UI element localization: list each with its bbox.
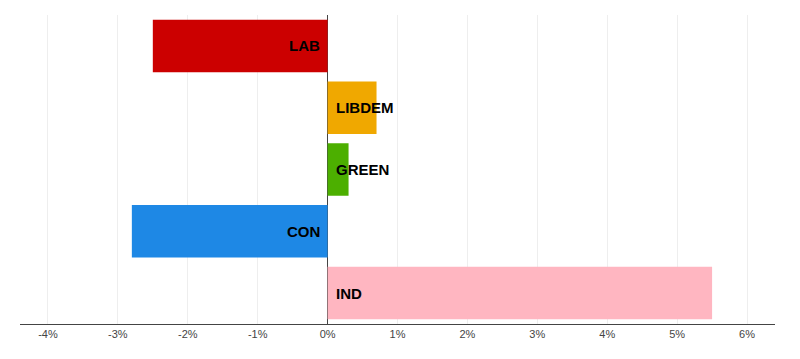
svg-text:-2%: -2% (178, 328, 198, 340)
svg-text:CON: CON (287, 223, 320, 240)
svg-text:2%: 2% (459, 328, 475, 340)
svg-text:6%: 6% (739, 328, 755, 340)
svg-text:-1%: -1% (248, 328, 268, 340)
svg-text:3%: 3% (529, 328, 545, 340)
svg-text:GREEN: GREEN (336, 161, 389, 178)
svg-text:IND: IND (336, 285, 362, 302)
svg-text:-4%: -4% (38, 328, 58, 340)
svg-text:0%: 0% (320, 328, 336, 340)
svg-text:5%: 5% (669, 328, 685, 340)
svg-text:LAB: LAB (289, 37, 320, 54)
svg-text:-3%: -3% (108, 328, 128, 340)
svg-text:1%: 1% (390, 328, 406, 340)
svg-text:LIBDEM: LIBDEM (336, 99, 394, 116)
svg-text:4%: 4% (599, 328, 615, 340)
